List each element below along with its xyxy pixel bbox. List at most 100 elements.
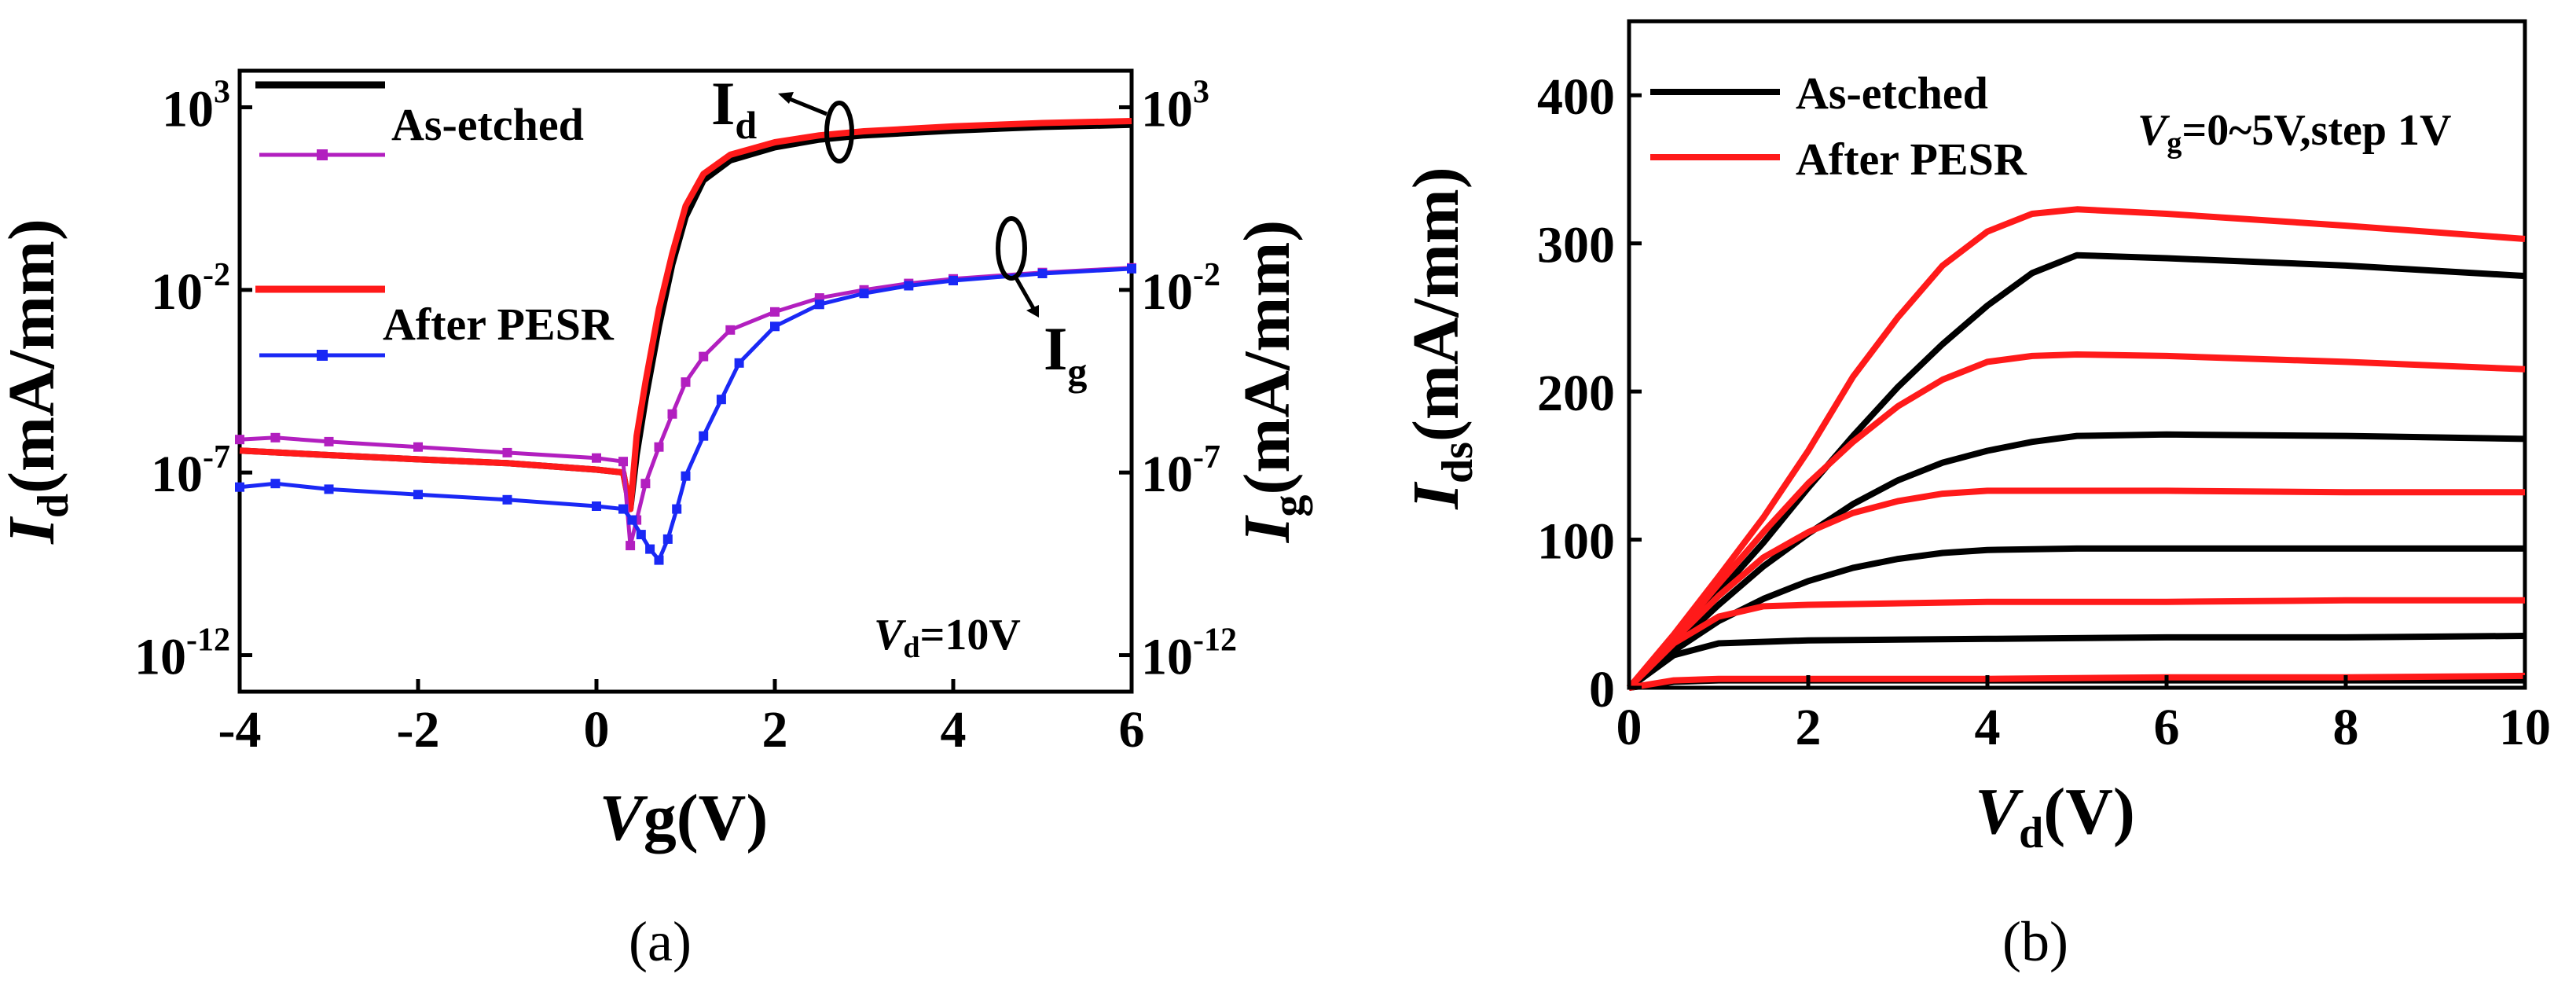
panel-a-series-3-point — [859, 288, 869, 299]
panel-a-series-2-point — [502, 447, 512, 457]
panel-a-series-3-point — [662, 534, 673, 544]
panel-a-series-3-point — [324, 484, 334, 494]
panel-a-series-3-point — [716, 395, 726, 405]
panel-a-caption: (a) — [629, 910, 692, 973]
curve-label-id: Id — [711, 69, 854, 163]
panel-a-x-tick-label: -4 — [218, 701, 262, 758]
panel-b-x-tick-label: 4 — [1975, 699, 2001, 756]
panel-b-series-4 — [1627, 252, 2526, 690]
panel-a-series-3-point — [734, 358, 744, 368]
panel-a-series-2 — [239, 266, 1132, 548]
panel-b-legend: As-etched After PESR — [1650, 68, 2027, 185]
panel-a-y-tick-label: 10-2 — [151, 257, 230, 321]
panel-b-y-tick-label: 200 — [1537, 365, 1615, 422]
panel-a-series-0 — [239, 121, 1132, 512]
panel-a-x-tick-label: 6 — [1119, 701, 1145, 758]
panel-a-series-3-point — [413, 490, 423, 500]
panel-b-x-axis-title: Vd(V) — [1975, 775, 2135, 858]
panel-a-series — [235, 118, 1136, 565]
legend-as-etched-ig-marker — [317, 149, 328, 160]
curve-label-ig: Ig — [996, 216, 1087, 394]
panel-a-annotation: Vd=10V — [874, 611, 1021, 664]
ig-arrow — [1013, 275, 1037, 311]
panel-b-x-ticks: 0 2 4 6 8 10 — [1616, 675, 2551, 756]
svg-text:Ig: Ig — [1044, 314, 1087, 394]
panel-a-y-right-tick-label: 10-7 — [1141, 439, 1220, 503]
panel-a-series-3-point — [1127, 263, 1136, 274]
panel-a-x-axis-title: Vg(V) — [600, 781, 769, 854]
panel-b-x-tick-label: 8 — [2333, 699, 2359, 756]
panel-b-series-7 — [1627, 487, 2525, 690]
legend-as-etched-label: As-etched — [391, 99, 584, 150]
panel-a-series-3-point — [814, 299, 824, 310]
panel-a-y-right-tick-label: 10-12 — [1141, 623, 1237, 686]
panel-b-y-tick-label: 400 — [1537, 68, 1615, 126]
panel-a-series-3-point — [949, 276, 958, 285]
panel-a-series-2-point — [725, 325, 736, 335]
panel-a-series-2-point — [270, 432, 281, 443]
curve-label-id-sub: d — [735, 103, 757, 147]
panel-b-x-tick-label: 0 — [1616, 699, 1642, 756]
panel-a-series-3-point — [699, 431, 709, 441]
panel-a: -4 -2 0 2 4 6 103 103 10-2 10-2 10-7 10-7 10-12 10-1… — [0, 68, 1313, 973]
panel-b-series-6 — [1627, 597, 2525, 690]
id-marker-ellipse — [824, 101, 854, 163]
panel-a-series-3-point — [592, 501, 601, 511]
panel-a-series-2-point — [592, 453, 601, 463]
curve-label-ig-sub: g — [1067, 350, 1087, 394]
panel-b-y-ticks: 0 100 200 300 400 — [1537, 68, 1642, 718]
panel-a-legend: As-etched After PESR — [255, 81, 615, 361]
id-arrow-head — [778, 92, 794, 104]
ig-marker-ellipse — [996, 216, 1027, 281]
panel-b-x-tick-label: 10 — [2499, 699, 2551, 756]
curve-label-ig-main: I — [1044, 314, 1067, 383]
panel-b-caption: (b) — [2002, 910, 2068, 973]
panel-b-series-8 — [1627, 351, 2526, 690]
panel-b-y-tick-label: 300 — [1537, 217, 1615, 274]
ig-arrow-head — [1026, 305, 1039, 318]
panel-a-series-2-point — [667, 409, 677, 419]
legend-b-as-etched-label: As-etched — [1796, 68, 1988, 119]
panel-a-x-ticks: -4 -2 0 2 4 6 — [218, 679, 1145, 758]
panel-a-series-2-point — [640, 479, 651, 489]
panel-a-series-3-point — [618, 504, 628, 514]
panel-a-series-2-point — [618, 457, 628, 467]
panel-a-series-1 — [239, 118, 1132, 512]
panel-a-series-2-point — [654, 442, 664, 452]
panel-a-series-3-point — [672, 504, 682, 514]
legend-after-pesr-ig-marker — [317, 350, 328, 361]
panel-b-series-1 — [1627, 633, 2526, 691]
panel-a-series-3-point — [1037, 269, 1048, 278]
panel-b-x-tick-label: 2 — [1796, 699, 1822, 756]
panel-a-series-2-point — [699, 351, 709, 362]
panel-a-series-3-point — [627, 515, 637, 525]
panel-a-y-right-tick-label: 103 — [1141, 74, 1209, 138]
panel-b-annotation: Vg=0~5V,step 1V — [2137, 106, 2452, 160]
panel-a-x-tick-label: 2 — [762, 701, 788, 758]
panel-a-series-2-point — [770, 307, 780, 317]
panel-b-y-tick-label: 100 — [1537, 513, 1615, 571]
panel-a-x-tick-label: 4 — [941, 701, 967, 758]
panel-a-series-3-point — [904, 281, 914, 291]
panel-b-series — [1626, 206, 2526, 691]
panel-a-y-tick-label: 10-7 — [151, 439, 230, 503]
panel-a-y-right-tick-label: 10-2 — [1141, 257, 1220, 321]
panel-b: 0 2 4 6 8 10 0 100 200 300 400 As-etched After PE… — [1400, 19, 2551, 973]
panel-a-series-3-point — [645, 544, 655, 554]
panel-a-series-3-point — [502, 494, 512, 505]
panel-a-series-2-point — [413, 442, 423, 452]
panel-a-series-3-point — [235, 482, 244, 492]
legend-b-after-pesr-label: After PESR — [1796, 134, 2027, 185]
panel-a-series-2-point — [324, 436, 334, 446]
panel-a-series-3 — [239, 266, 1132, 563]
panel-b-y-axis-title: Ids(mA/mm) — [1400, 167, 1482, 510]
panel-b-y-tick-label: 0 — [1589, 661, 1615, 718]
panel-a-x-tick-label: -2 — [397, 701, 440, 758]
panel-a-x-tick-label: 0 — [584, 701, 610, 758]
curve-label-id-main: I — [711, 69, 735, 138]
panel-a-y-tick-label: 10-12 — [134, 623, 230, 686]
svg-text:Id: Id — [711, 69, 757, 147]
panel-a-y-left-title: Id(mA/mm) — [0, 219, 78, 545]
panel-a-series-3-point — [681, 471, 691, 481]
